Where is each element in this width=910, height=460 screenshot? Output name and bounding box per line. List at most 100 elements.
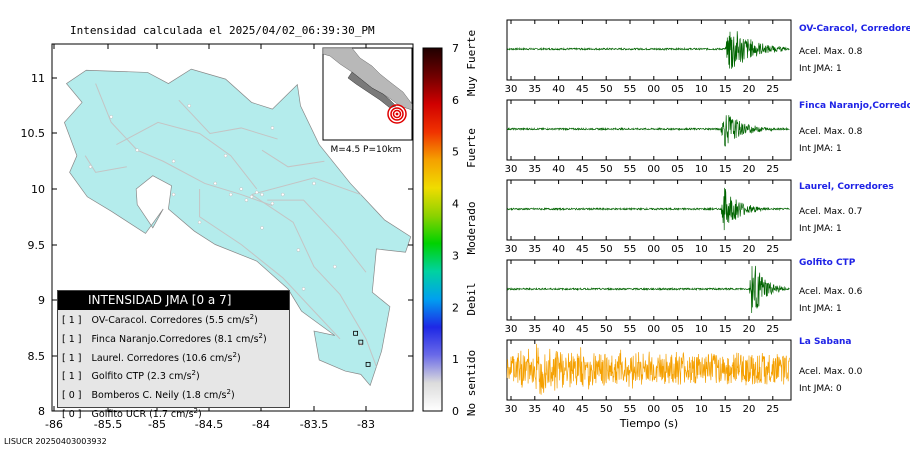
town-dot-10 (135, 148, 139, 152)
time-tick-label-2-6: 00 (647, 244, 660, 255)
time-tick-label-4-9: 15 (719, 404, 732, 415)
map-frame (51, 43, 414, 412)
colorbar-label-2: Moderado (465, 202, 478, 255)
time-tick-label-4-7: 05 (671, 404, 684, 415)
lat-tick-label-0: 11 (31, 72, 45, 85)
time-tick-label-1-1: 35 (528, 164, 541, 175)
legend-close: ) (230, 390, 235, 402)
time-tick-label-2-2: 40 (552, 244, 565, 255)
time-tick-label-1-11: 25 (766, 164, 779, 175)
footer-id: LISUCR 20250403003932 (4, 437, 107, 446)
inset-magnitude-label: M=4.5 P=10km (331, 145, 402, 155)
legend-row-0: [ 1 ] OV-Caracol. Corredores (5.5 cm/s2) (58, 310, 289, 329)
station-int-jma-2: Int JMA: 1 (799, 224, 842, 234)
time-tick-label-4-11: 25 (766, 404, 779, 415)
waveform-trace-1 (506, 115, 790, 147)
lat-tick-label-5: 8.5 (28, 350, 46, 363)
costa-rica-land (63, 68, 412, 387)
time-tick-label-2-5: 55 (624, 244, 637, 255)
town-dot-4 (239, 187, 243, 191)
time-tick-label-1-9: 15 (719, 164, 732, 175)
town-dot-17 (223, 153, 228, 158)
time-tick-label-2-7: 05 (671, 244, 684, 255)
town-dot-21 (171, 192, 176, 197)
lat-tick-label-3: 9.5 (28, 239, 46, 252)
time-tick-label-2-4: 50 (600, 244, 613, 255)
town-dot-12 (312, 181, 316, 186)
station-int-jma-1: Int JMA: 1 (799, 144, 842, 154)
time-tick-label-4-8: 10 (695, 404, 708, 415)
waveform-trace-4 (506, 343, 790, 395)
lon-tick-label-6: -83 (357, 418, 375, 431)
town-dot-9 (109, 115, 113, 119)
map-panel: -86 -85.5 -85 -84.5 -84 -83.5 -83 11 10.5 10 9.5 9 8… (21, 43, 414, 431)
time-tick-label-1-5: 55 (624, 164, 637, 175)
road-1 (116, 121, 258, 190)
time-tick-label-4-3: 45 (576, 404, 589, 415)
colorbar-tick-5: 5 (452, 146, 459, 159)
town-dot-5 (270, 201, 275, 206)
lon-tick-label-5: -83.5 (300, 418, 328, 431)
station-name-0: OV-Caracol, Corredores (799, 24, 910, 34)
legend-level: [ 1 ] (62, 315, 82, 327)
legend-row-3: [ 1 ] Golfito CTP (2.3 cm/s2) (58, 366, 289, 385)
town-dot-8 (213, 181, 217, 186)
time-tick-label-0-4: 50 (600, 84, 613, 95)
lon-tick-label-1: -85.5 (94, 418, 122, 431)
colorbar-label-3: Fuerte (465, 128, 478, 168)
legend-exponent: 2 (249, 313, 255, 321)
waveform-frame-1 (506, 99, 792, 161)
legend-close: ) (263, 333, 267, 345)
colorbar-tick-2: 2 (452, 301, 459, 314)
colorbar-label-4: Muy Fuerte (465, 30, 478, 96)
road-8 (267, 199, 367, 273)
colorbar-gradient (422, 47, 443, 412)
time-tick-label-4-0: 30 (505, 404, 518, 415)
time-tick-label-4-1: 35 (528, 404, 541, 415)
waveform-frame-0 (506, 19, 792, 81)
colorbar-tick-3: 3 (452, 249, 459, 262)
legend-exponent: 2 (226, 388, 231, 396)
legend-level: [ 1 ] (62, 333, 82, 345)
time-tick-label-4-5: 55 (624, 404, 637, 415)
legend-station-text: Golfito CTP (2.3 cm/s (88, 371, 192, 383)
colorbar-label-1: Debil (465, 282, 478, 315)
legend-station-text: Finca Naranjo.Corredores (8.1 cm/s (88, 333, 259, 345)
town-dot-19 (270, 126, 275, 130)
chart-title: Intensidad calculada el 2025/04/02_06:39… (70, 24, 375, 37)
colorbar-tick-1: 1 (452, 353, 459, 366)
station-acel-max-4: Acel. Max. 0.0 (799, 367, 863, 377)
lat-tick-label-2: 10 (31, 183, 45, 196)
town-dot-0 (249, 195, 254, 199)
time-tick-label-3-3: 45 (576, 324, 589, 335)
legend-row-4: [ 0 ] Bomberos C. Neily (1.8 cm/s2) (58, 385, 289, 404)
road-3 (251, 177, 361, 196)
town-dot-7 (281, 192, 285, 197)
colorbar-tick-7: 7 (452, 42, 459, 55)
legend-close: ) (198, 408, 202, 420)
legend-station-text: Laurel. Corredores (10.6 cm/s (88, 352, 233, 364)
time-tick-label-2-3: 45 (576, 244, 589, 255)
time-tick-label-4-2: 40 (552, 404, 565, 415)
colorbar-tick-6: 6 (452, 94, 459, 107)
epicenter-ring-2 (392, 109, 402, 119)
time-tick-label-3-6: 00 (647, 324, 660, 335)
station-marker-2 (353, 330, 359, 336)
legend-close: ) (254, 315, 258, 327)
time-tick-label-1-7: 05 (671, 164, 684, 175)
time-tick-label-3-7: 05 (671, 324, 684, 335)
lat-tick-label-6: 8 (38, 405, 45, 418)
waveform-panel-2: 30 35 40 45 50 55 00 05 10 15 20 25 (505, 179, 792, 255)
road-6 (84, 155, 127, 173)
lon-tick-label-4: -84 (252, 418, 270, 431)
time-tick-label-1-8: 10 (695, 164, 708, 175)
time-tick-label-0-7: 05 (671, 84, 684, 95)
waveform-panel-0: 30 35 40 45 50 55 00 05 10 15 20 25 (505, 19, 792, 95)
station-acel-max-0: Acel. Max. 0.8 (799, 47, 863, 57)
inset-map: M=4.5 P=10km (322, 47, 413, 155)
time-tick-label-2-1: 35 (528, 244, 541, 255)
time-tick-label-4-10: 20 (743, 404, 756, 415)
station-name-3: Golfito CTP (799, 258, 856, 268)
time-tick-label-0-6: 00 (647, 84, 660, 95)
town-dot-2 (244, 198, 249, 202)
